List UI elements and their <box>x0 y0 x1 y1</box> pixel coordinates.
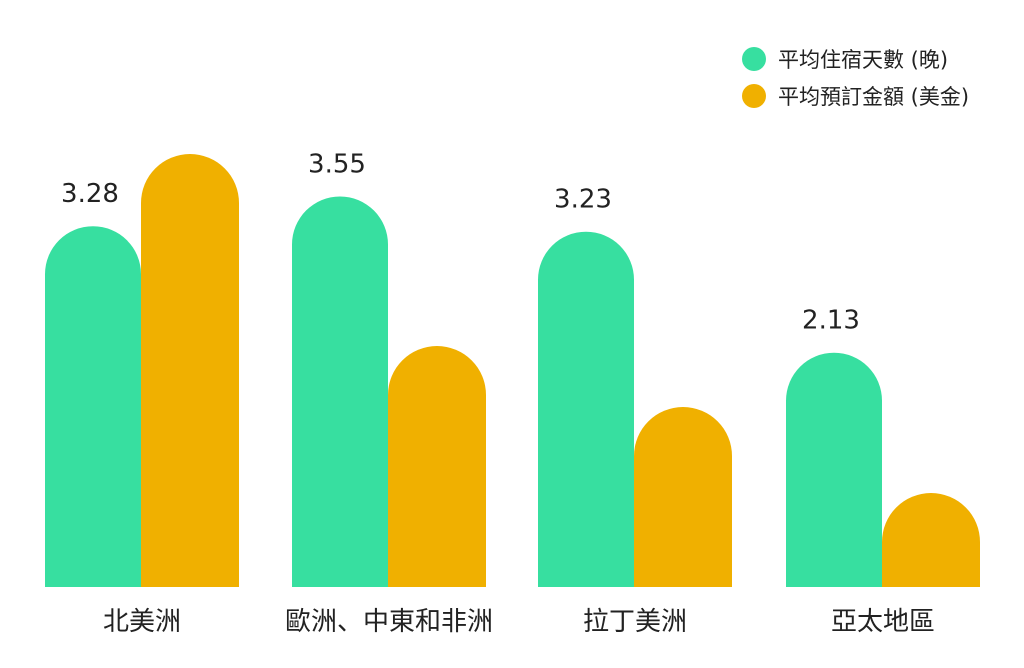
legend: 平均住宿天數 (晚) 平均預訂金額 (美金) <box>742 40 969 114</box>
legend-item-stay-nights: 平均住宿天數 (晚) <box>742 40 969 77</box>
legend-label-booking-amount: 平均預訂金額 (美金) <box>778 84 970 109</box>
bar-booking-amount-1 <box>388 346 486 587</box>
data-label-stay-nights-2: 3.23 <box>554 185 612 215</box>
legend-item-booking-amount: 平均預訂金額 (美金) <box>742 77 969 114</box>
bar-stay-nights-1 <box>292 196 388 587</box>
bar-stay-nights-3 <box>786 352 882 587</box>
bar-booking-amount-0 <box>141 154 239 587</box>
data-label-stay-nights-1: 3.55 <box>308 150 366 180</box>
legend-label-stay-nights: 平均住宿天數 (晚) <box>778 47 949 72</box>
legend-swatch-booking-amount <box>742 83 766 108</box>
x-tick-label-3: 亞太地區 <box>831 607 935 637</box>
data-label-stay-nights-0: 3.28 <box>61 179 119 209</box>
x-tick-label-1: 歐洲、中東和非洲 <box>285 607 493 637</box>
legend-swatch-stay-nights <box>742 46 766 71</box>
bar-booking-amount-2 <box>634 407 732 587</box>
bar-booking-amount-3 <box>882 493 980 587</box>
bar-stay-nights-2 <box>538 231 634 587</box>
x-tick-label-2: 拉丁美洲 <box>583 607 687 637</box>
x-tick-label-0: 北美洲 <box>103 607 181 637</box>
bar-stay-nights-0 <box>45 226 141 588</box>
data-label-stay-nights-3: 2.13 <box>802 306 860 336</box>
